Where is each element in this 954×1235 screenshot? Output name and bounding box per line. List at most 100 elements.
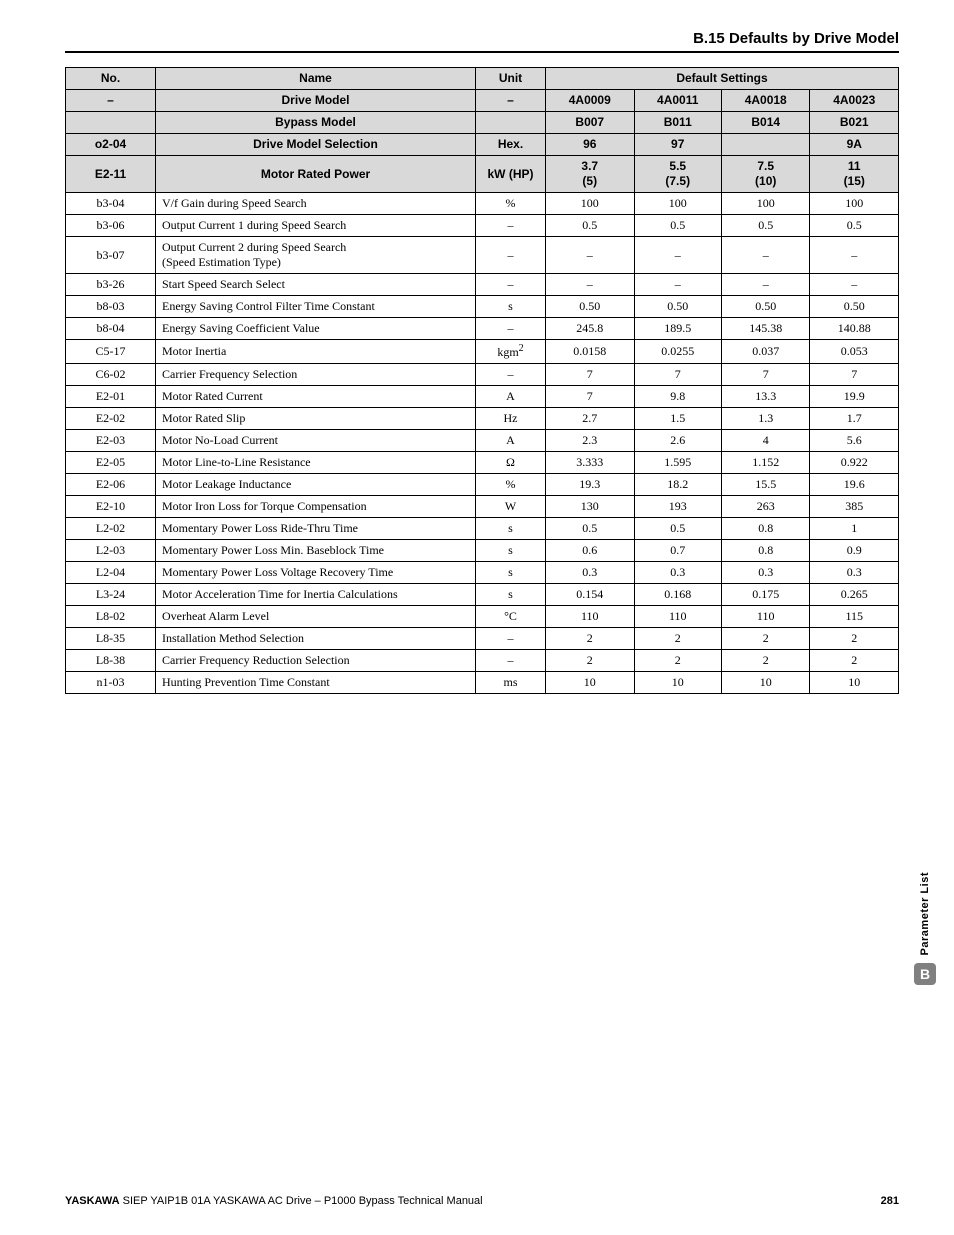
row-unit: ms bbox=[476, 672, 546, 694]
row-value: 0.3 bbox=[810, 562, 899, 584]
row-unit: s bbox=[476, 584, 546, 606]
row-value: 3.333 bbox=[546, 452, 635, 474]
table-row: C6-02Carrier Frequency Selection–7777 bbox=[66, 364, 899, 386]
page-number: 281 bbox=[881, 1195, 899, 1207]
row-name: Hunting Prevention Time Constant bbox=[156, 672, 476, 694]
row-unit: s bbox=[476, 562, 546, 584]
row-value: 0.50 bbox=[721, 296, 810, 318]
side-tab: Parameter List B bbox=[914, 872, 936, 985]
row-name: Motor Leakage Inductance bbox=[156, 474, 476, 496]
o2-04-v0: 96 bbox=[546, 134, 635, 156]
row-unit: – bbox=[476, 628, 546, 650]
e2-11-v1-top: 5.5 bbox=[669, 159, 686, 173]
row-value: 0.5 bbox=[634, 215, 721, 237]
row-value: 263 bbox=[721, 496, 810, 518]
footer-text: SIEP YAIP1B 01A YASKAWA AC Drive – P1000… bbox=[120, 1195, 483, 1207]
row-value: 0.8 bbox=[721, 518, 810, 540]
row-name: Carrier Frequency Reduction Selection bbox=[156, 650, 476, 672]
row-unit: – bbox=[476, 237, 546, 274]
row-value: 245.8 bbox=[546, 318, 635, 340]
table-row: E2-03Motor No-Load CurrentA2.32.645.6 bbox=[66, 430, 899, 452]
col-header-no: No. bbox=[66, 68, 156, 90]
table-row: E2-05Motor Line-to-Line ResistanceΩ3.333… bbox=[66, 452, 899, 474]
table-row: L2-04Momentary Power Loss Voltage Recove… bbox=[66, 562, 899, 584]
row-value: 0.7 bbox=[634, 540, 721, 562]
o2-04-v1: 97 bbox=[634, 134, 721, 156]
row-value: 5.6 bbox=[810, 430, 899, 452]
row-value: 0.8 bbox=[721, 540, 810, 562]
row-value: 0.5 bbox=[546, 215, 635, 237]
row-value: 7 bbox=[810, 364, 899, 386]
row-value: 18.2 bbox=[634, 474, 721, 496]
table-row: L8-35Installation Method Selection–2222 bbox=[66, 628, 899, 650]
table-row: C5-17Motor Inertiakgm20.01580.02550.0370… bbox=[66, 340, 899, 364]
e2-11-v3: 11(15) bbox=[810, 156, 899, 193]
table-row: E2-02Motor Rated SlipHz2.71.51.31.7 bbox=[66, 408, 899, 430]
e2-11-v3-bot: (15) bbox=[844, 174, 865, 188]
row-value: 0.0255 bbox=[634, 340, 721, 364]
row-value: – bbox=[810, 237, 899, 274]
row-value: – bbox=[810, 274, 899, 296]
page-content: B.15 Defaults by Drive Model No. Name Un… bbox=[0, 0, 954, 694]
table-row: b8-03Energy Saving Control Filter Time C… bbox=[66, 296, 899, 318]
row-value: 13.3 bbox=[721, 386, 810, 408]
row-value: 0.3 bbox=[634, 562, 721, 584]
row-value: 0.168 bbox=[634, 584, 721, 606]
row-name: Energy Saving Control Filter Time Consta… bbox=[156, 296, 476, 318]
row-value: 10 bbox=[721, 672, 810, 694]
row-no: n1-03 bbox=[66, 672, 156, 694]
model-col-1: 4A0011 bbox=[634, 90, 721, 112]
row-unit: % bbox=[476, 474, 546, 496]
table-row: n1-03Hunting Prevention Time Constantms 1… bbox=[66, 672, 899, 694]
row-unit: Ω bbox=[476, 452, 546, 474]
row-no: E2-03 bbox=[66, 430, 156, 452]
bypass-col-2: B014 bbox=[721, 112, 810, 134]
e2-11-no: E2-11 bbox=[66, 156, 156, 193]
row-value: 0.3 bbox=[721, 562, 810, 584]
row-value: 110 bbox=[721, 606, 810, 628]
defaults-table: No. Name Unit Default Settings – Drive M… bbox=[65, 67, 899, 694]
row-no: b8-04 bbox=[66, 318, 156, 340]
row-value: 19.6 bbox=[810, 474, 899, 496]
row-value: 0.5 bbox=[810, 215, 899, 237]
row-name: Motor No-Load Current bbox=[156, 430, 476, 452]
e2-11-v3-top: 11 bbox=[848, 159, 861, 173]
row-value: 4 bbox=[721, 430, 810, 452]
row-value: 7 bbox=[546, 364, 635, 386]
drive-model-dash: – bbox=[66, 90, 156, 112]
o2-04-no: o2-04 bbox=[66, 134, 156, 156]
bypass-col-0: B007 bbox=[546, 112, 635, 134]
row-unit: – bbox=[476, 274, 546, 296]
row-value: 2 bbox=[810, 650, 899, 672]
drive-model-unit-dash: – bbox=[476, 90, 546, 112]
row-value: – bbox=[634, 274, 721, 296]
row-name: Motor Inertia bbox=[156, 340, 476, 364]
row-value: 2 bbox=[546, 628, 635, 650]
row-value: 10 bbox=[634, 672, 721, 694]
row-value: 0.175 bbox=[721, 584, 810, 606]
row-value: 2 bbox=[721, 628, 810, 650]
o2-04-unit: Hex. bbox=[476, 134, 546, 156]
row-value: 1.595 bbox=[634, 452, 721, 474]
table-row: b8-04Energy Saving Coefficient Value–245… bbox=[66, 318, 899, 340]
row-value: 2.7 bbox=[546, 408, 635, 430]
row-value: 0.037 bbox=[721, 340, 810, 364]
row-unit: s bbox=[476, 296, 546, 318]
row-value: 110 bbox=[634, 606, 721, 628]
row-no: E2-02 bbox=[66, 408, 156, 430]
table-row: E2-01Motor Rated CurrentA79.813.319.9 bbox=[66, 386, 899, 408]
row-value: 2 bbox=[634, 628, 721, 650]
row-no: L3-24 bbox=[66, 584, 156, 606]
row-value: – bbox=[721, 274, 810, 296]
row-value: 9.8 bbox=[634, 386, 721, 408]
row-value: 19.3 bbox=[546, 474, 635, 496]
row-name: Energy Saving Coefficient Value bbox=[156, 318, 476, 340]
row-no: C6-02 bbox=[66, 364, 156, 386]
row-unit: s bbox=[476, 518, 546, 540]
row-value: 7 bbox=[634, 364, 721, 386]
table-row: E2-06Motor Leakage Inductance%19.318.215… bbox=[66, 474, 899, 496]
row-no: b3-06 bbox=[66, 215, 156, 237]
bypass-model-blank bbox=[66, 112, 156, 134]
table-row: b3-07Output Current 2 during Speed Searc… bbox=[66, 237, 899, 274]
row-unit: A bbox=[476, 430, 546, 452]
